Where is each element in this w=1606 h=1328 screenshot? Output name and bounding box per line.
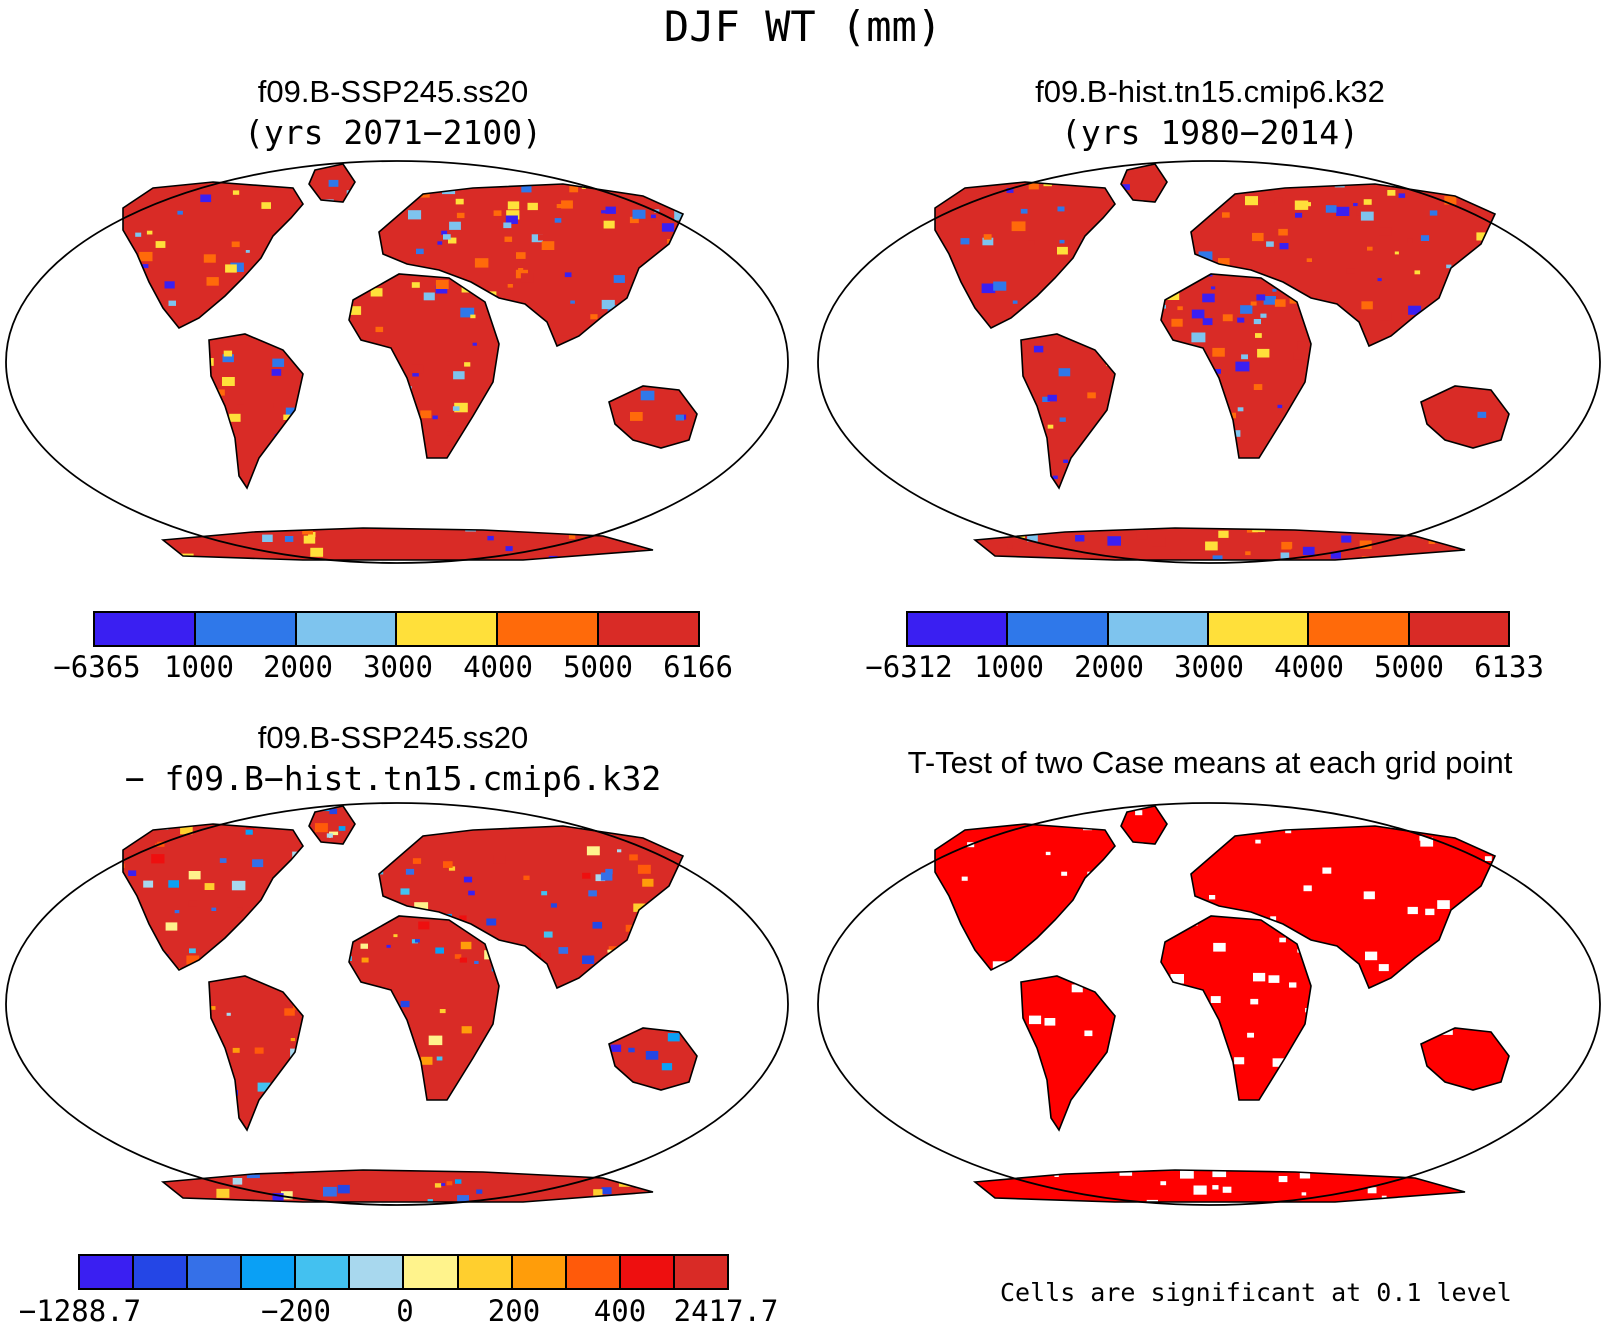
colorbar-swatch (80, 1256, 135, 1288)
colorbar-swatch (134, 1256, 189, 1288)
colorbar-swatch (498, 613, 600, 645)
coastline (1160, 915, 1312, 1101)
coastline (208, 333, 304, 490)
colorbar-swatch (1409, 613, 1508, 645)
map-boundary (5, 160, 789, 564)
coastline (1420, 385, 1510, 449)
colorbar-2-tick: 6133 (1474, 650, 1544, 684)
coastline (1020, 975, 1116, 1132)
colorbar-3-tick: −200 (261, 1294, 331, 1328)
colorbar-3-tick: 2417.7 (673, 1294, 779, 1328)
colorbar-3-tick: −1288.7 (18, 1294, 142, 1328)
colorbar-1-tick: 1000 (164, 650, 234, 684)
map-boundary (5, 802, 789, 1206)
coastline (308, 805, 356, 845)
colorbar-2-tick: 1000 (974, 650, 1044, 684)
coastline (934, 181, 1116, 330)
coastline (1420, 1027, 1510, 1091)
coastline (208, 975, 304, 1132)
coastline (972, 1169, 1466, 1203)
colorbar-1-tick: −6365 (53, 650, 141, 684)
colorbar-1-tick: 6166 (663, 650, 733, 684)
colorbar-swatch (599, 613, 698, 645)
panel-1-subtitle: (yrs 2071−2100) (243, 113, 542, 152)
colorbar-3-tick: 0 (396, 1294, 414, 1328)
colorbar-2-tick: 5000 (1374, 650, 1444, 684)
coastline (1160, 273, 1312, 459)
colorbar-swatch (296, 613, 398, 645)
map-boundary (817, 160, 1601, 564)
coastline (608, 385, 698, 449)
colorbar-swatch (195, 613, 297, 645)
colorbar-swatch (397, 613, 499, 645)
map-panel-3 (5, 802, 789, 1206)
colorbar-swatch (350, 1256, 405, 1288)
colorbar-1-tick: 5000 (563, 650, 633, 684)
colorbar-2-tick: 4000 (1274, 650, 1344, 684)
panel-3-subtitle: − f09.B−hist.tn15.cmip6.k32 (124, 759, 662, 798)
coastline (972, 527, 1466, 561)
colorbar-swatch (188, 1256, 243, 1288)
colorbar-swatch (95, 613, 196, 645)
panel-2-subtitle: (yrs 1980−2014) (1060, 113, 1359, 152)
colorbar-swatch (1108, 613, 1209, 645)
colorbar-3-tick: 200 (487, 1294, 541, 1328)
panel-2-title: f09.B-hist.tn15.cmip6.k32 (1035, 74, 1385, 109)
map-boundary (817, 802, 1601, 1206)
colorbar-swatch (908, 613, 1009, 645)
colorbar-2-tick: 2000 (1074, 650, 1144, 684)
panel-3-title: f09.B-SSP245.ss20 (257, 720, 529, 755)
colorbar-panel-1 (93, 611, 700, 647)
colorbar-swatch (1309, 613, 1410, 645)
colorbar-1-tick: 3000 (363, 650, 433, 684)
coastline (348, 273, 500, 459)
coastline (1120, 163, 1168, 203)
coastline (122, 181, 304, 330)
coastline (934, 823, 1116, 972)
colorbar-2-tick: 3000 (1174, 650, 1244, 684)
coastline (608, 1027, 698, 1091)
map-panel-1 (5, 160, 789, 564)
colorbar-1-tick: 4000 (463, 650, 533, 684)
colorbar-swatch (458, 1256, 513, 1288)
coastline (1020, 333, 1116, 490)
colorbar-swatch (1008, 613, 1109, 645)
colorbar-swatch (620, 1256, 675, 1288)
coastline (378, 183, 685, 348)
colorbar-panel-2 (906, 611, 1510, 647)
colorbar-swatch (404, 1256, 459, 1288)
panel-4-title: T-Test of two Case means at each grid po… (907, 745, 1513, 780)
colorbar-swatch (296, 1256, 351, 1288)
coastline (378, 825, 685, 990)
map-panel-2 (817, 160, 1601, 564)
panel-1-title: f09.B-SSP245.ss20 (257, 74, 529, 109)
coastline (1120, 805, 1168, 845)
colorbar-swatch (1208, 613, 1310, 645)
significance-note: Cells are significant at 0.1 level (1000, 1278, 1512, 1307)
main-title: DJF WT (mm) (663, 2, 943, 51)
colorbar-1-tick: 2000 (263, 650, 333, 684)
coastline (348, 915, 500, 1101)
coastline (308, 163, 356, 203)
colorbar-panel-3 (78, 1254, 729, 1290)
coastline (160, 1169, 654, 1203)
colorbar-swatch (566, 1256, 621, 1288)
coastline (122, 823, 304, 972)
colorbar-swatch (674, 1256, 727, 1288)
colorbar-swatch (512, 1256, 567, 1288)
map-panel-4 (817, 802, 1601, 1206)
colorbar-swatch (242, 1256, 297, 1288)
coastline (1190, 825, 1497, 990)
colorbar-2-tick: −6312 (865, 650, 953, 684)
colorbar-3-tick: 400 (593, 1294, 647, 1328)
coastline (160, 527, 654, 561)
coastline (1190, 183, 1497, 348)
